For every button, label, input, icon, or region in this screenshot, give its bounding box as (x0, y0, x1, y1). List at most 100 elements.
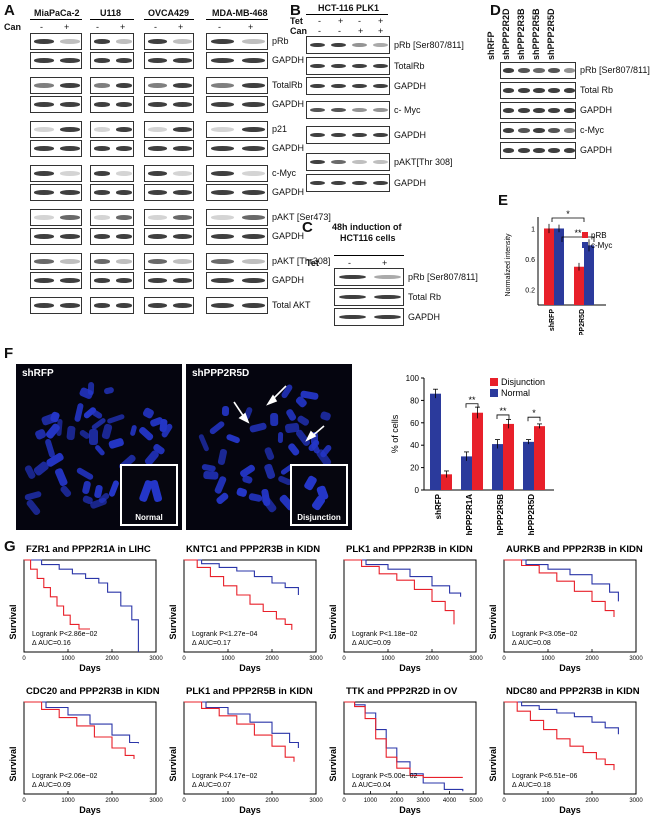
km-plot: CDC20 and PPP2R3B in KIDN 0 1000 2000 3000 Da… (8, 686, 163, 815)
y-axis-title: Survival (8, 604, 18, 639)
band (34, 83, 54, 88)
x-axis-title: Days (239, 805, 261, 815)
x-tick-label: 0 (22, 798, 26, 804)
band (115, 278, 133, 283)
band (148, 171, 167, 176)
sign: + (178, 22, 184, 32)
bar (461, 456, 472, 490)
band (115, 58, 133, 63)
sign: - (154, 22, 157, 32)
micrograph-shppp2r5d: shPPP2R5D Disjunction (186, 364, 352, 530)
blot-strip (30, 33, 82, 50)
blot-strip (306, 77, 390, 95)
band (210, 234, 235, 239)
x-tick-label: 2000 (265, 656, 279, 662)
band (34, 39, 54, 44)
band (115, 102, 133, 107)
x-tick-label: 5000 (469, 798, 483, 804)
blot-strip (144, 184, 194, 201)
sign: - (348, 258, 351, 268)
band (241, 259, 266, 264)
panel-c-title: 48h induction of (332, 222, 402, 232)
x-tick-label: 0 (342, 798, 346, 804)
km-curve-red (344, 559, 455, 625)
x-axis-title: Days (399, 805, 421, 815)
plot-title: FZR1 and PPP2R1A in LIHC (26, 544, 151, 555)
km-curve-blue (344, 701, 464, 792)
blot-strip (306, 57, 390, 75)
band (241, 190, 266, 195)
delta-auc: Δ AUC=0.18 (512, 782, 551, 789)
band (563, 88, 575, 93)
blot-strip (144, 228, 194, 245)
chromosome (101, 423, 114, 440)
band (330, 83, 347, 89)
km-curve-blue (24, 559, 139, 652)
band (148, 234, 167, 239)
band (372, 180, 389, 186)
sig-bracket (496, 414, 510, 419)
x-tick-label: 1000 (541, 798, 555, 804)
legend-label: Disjunction (501, 377, 545, 387)
blot-strip (206, 96, 268, 113)
x-tick-label: 0 (342, 656, 346, 662)
band (241, 58, 266, 63)
band (563, 148, 575, 153)
x-tick-label: 2000 (105, 798, 119, 804)
km-curve-blue (344, 559, 462, 597)
band (93, 171, 111, 176)
legend-label: c-Myc (591, 241, 612, 250)
band (330, 42, 347, 48)
blot-strip (30, 184, 82, 201)
band (60, 127, 80, 132)
band (330, 132, 347, 138)
band (148, 215, 167, 220)
band (93, 83, 111, 88)
x-tick-label: shPPP2R5B (496, 494, 505, 535)
logrank-p: Logrank P<6.51e−06 (512, 773, 577, 780)
y-tick-label: 40 (410, 441, 419, 450)
x-tick-label: shPPP2R1A (465, 494, 474, 535)
band (563, 108, 575, 113)
can-label: Can (4, 22, 22, 32)
blot-strip (30, 96, 82, 113)
band (241, 278, 266, 283)
band (241, 146, 266, 151)
x-tick-label: 3000 (629, 798, 643, 804)
x-tick-label: 3000 (417, 798, 431, 804)
band (93, 39, 111, 44)
band (374, 314, 401, 320)
band (502, 148, 515, 153)
sig-marker: * (566, 210, 570, 219)
sign: - (358, 16, 361, 26)
bar-chart-f: 0 20 40 60 80 100 % of cells shRFP shPPP2R1A shPP… (390, 374, 554, 535)
blot-strip (30, 272, 82, 289)
band (148, 127, 167, 132)
delta-auc: Δ AUC=0.07 (192, 782, 231, 789)
legend-swatch (490, 389, 498, 397)
sign: + (248, 22, 254, 32)
plot-title: NDC80 and PPP2R3B in KIDN (506, 686, 640, 697)
logrank-p: Logrank P<1.18e−02 (352, 631, 417, 638)
legend-swatch (582, 232, 588, 238)
legend-label: Normal (501, 388, 530, 398)
band (548, 108, 560, 113)
km-plot: TTK and PPP2R2D in OV 0 1000 2000 3000 4000 50… (328, 686, 483, 815)
plot-frame (23, 701, 157, 795)
band (548, 148, 560, 153)
band (115, 190, 133, 195)
blot-strip (90, 165, 134, 182)
band (210, 278, 235, 283)
plot-title: AURKB and PPP2R3B in KIDN (506, 544, 643, 555)
x-axis-title: Days (79, 805, 101, 815)
bar (472, 412, 483, 490)
blot-strip (144, 165, 194, 182)
row-label: TotalRb (272, 80, 303, 90)
band (115, 171, 133, 176)
sign: + (378, 16, 384, 26)
km-curve-blue (24, 701, 139, 744)
x-tick-label: 1000 (221, 798, 235, 804)
cell-line-label: U118 (100, 8, 122, 18)
band (374, 274, 401, 280)
km-curve-blue (504, 559, 619, 602)
